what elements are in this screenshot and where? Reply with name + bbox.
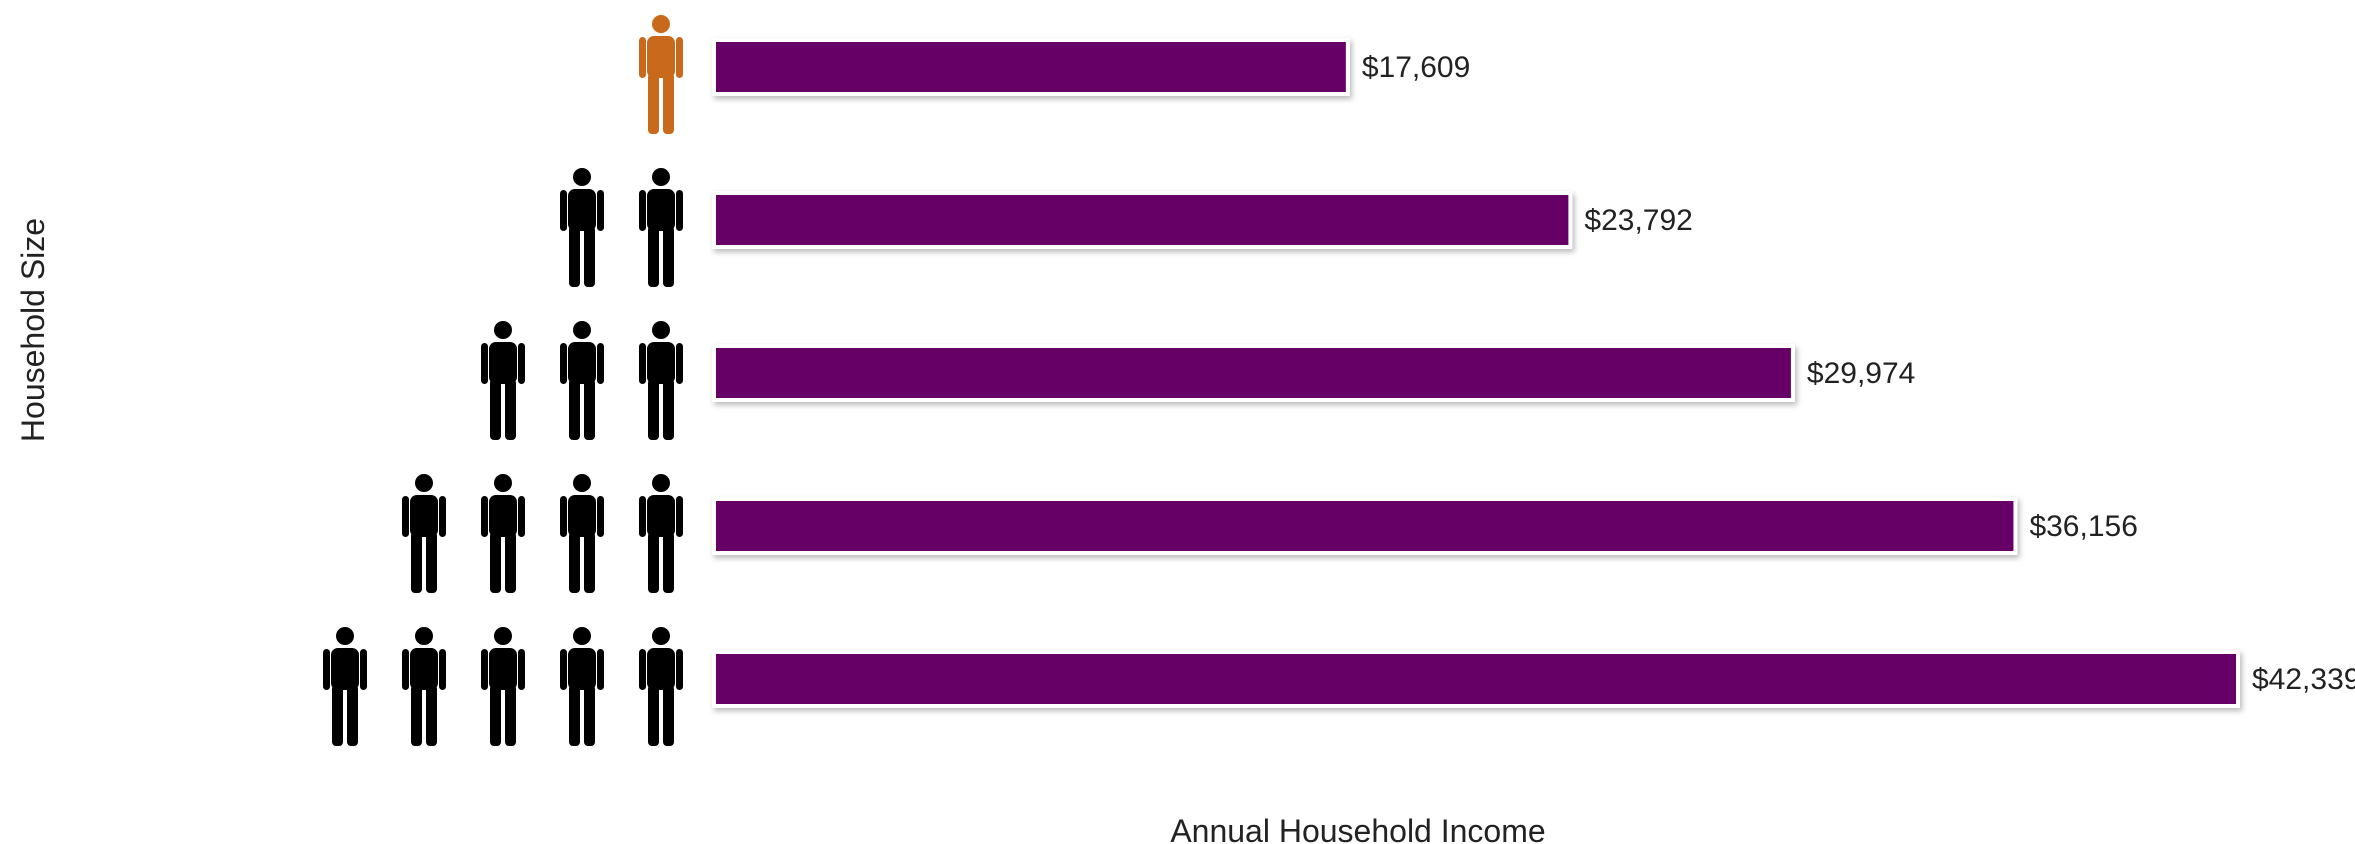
person-icon [402,627,446,746]
icons-group [323,15,683,746]
value-label-household-4: $36,156 [2029,510,2137,543]
person-icon [639,321,683,440]
person-icon [560,627,604,746]
bars-group [712,38,2240,708]
person-icon [481,474,525,593]
value-label-household-5: $42,339 [2252,663,2355,696]
person-icon [639,168,683,287]
person-icon [639,15,683,134]
person-icon [639,474,683,593]
person-icon [560,321,604,440]
person-icon [481,321,525,440]
person-icon [560,474,604,593]
value-label-household-2: $23,792 [1584,204,1692,237]
bar-household-4 [712,497,2018,555]
person-icon [639,627,683,746]
x-axis-label: Annual Household Income [1170,813,1545,844]
person-icon [560,168,604,287]
person-icon [402,474,446,593]
value-label-household-1: $17,609 [1362,51,1470,84]
bar-household-3 [712,344,1795,402]
bar-household-5 [712,650,2240,708]
y-axis-label: Household Size [15,218,51,442]
person-icon [323,627,367,746]
person-icon [481,627,525,746]
labels-group: $17,609 $23,792 $29,974 $36,156 $42,339 [1362,51,2355,696]
bar-household-1 [712,38,1350,96]
value-label-household-3: $29,974 [1807,357,1915,390]
bar-household-2 [712,191,1573,249]
